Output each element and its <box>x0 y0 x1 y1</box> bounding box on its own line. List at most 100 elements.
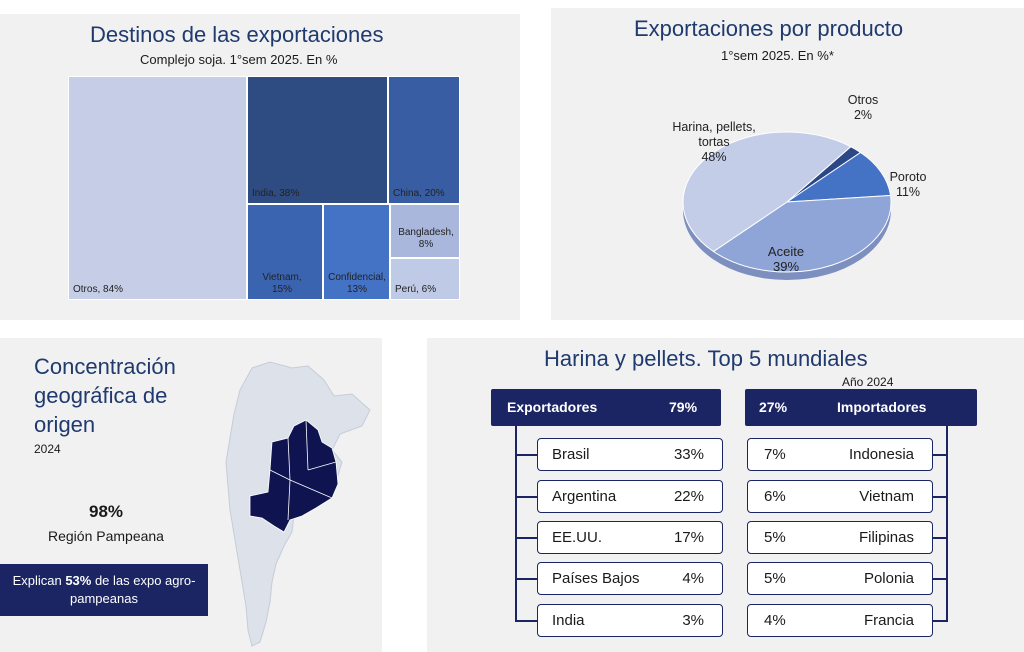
note-prefix: Explican <box>12 573 66 588</box>
pie-label-name: Aceite <box>767 244 805 259</box>
importers-connector <box>946 426 948 620</box>
importer-share: 4% <box>764 612 786 629</box>
exporter-share: 22% <box>673 488 704 505</box>
treemap-label: Bangladesh, 8% <box>398 227 454 250</box>
pie-label-value: 48% <box>661 150 767 165</box>
top5-title: Harina y pellets. Top 5 mundiales <box>544 346 868 371</box>
importer-country: Francia <box>863 612 914 629</box>
pie-title: Exportaciones por producto <box>634 16 904 41</box>
pie-label-name: Poroto <box>889 170 927 184</box>
importer-country: Polonia <box>863 570 914 587</box>
exporter-country: EE.UU. <box>552 529 603 546</box>
pie-value: 2% <box>853 108 873 122</box>
treemap-cell-china: China, 20% <box>388 76 460 204</box>
map-panel: Concentración geográfica de origen 2024 … <box>0 338 382 652</box>
pie-chart <box>682 131 892 280</box>
pie-label-value: 2% <box>833 108 893 123</box>
treemap-cell-otros: Otros, 84% <box>68 76 247 300</box>
pie-slice-poroto <box>785 151 892 203</box>
map-title: Concentración geográfica de origen <box>34 354 176 437</box>
pie-slice-aceite <box>712 194 892 273</box>
pie-label-poroto: Poroto 11% <box>873 170 943 200</box>
treemap-cell-peru: Perú, 6% <box>390 258 460 300</box>
treemap-title: Destinos de las exportaciones <box>90 22 384 47</box>
exporter-branch <box>515 578 537 580</box>
importer-row: 5% Filipinas <box>747 521 933 554</box>
pie-subtitle: 1°sem 2025. En %* <box>721 48 834 63</box>
map-year: 2024 <box>34 442 61 456</box>
top5-panel: Harina y pellets. Top 5 mundiales Año 20… <box>427 338 1024 652</box>
importer-share: 7% <box>764 446 786 463</box>
top5-year: Año 2024 <box>842 375 894 389</box>
pie-label-aceite: Aceite 39% <box>756 244 816 274</box>
treemap-label: China, 20% <box>393 188 445 199</box>
exporter-country: Países Bajos <box>552 570 640 587</box>
treemap-label: Otros, 84% <box>73 284 124 295</box>
importers-total: 27% <box>759 399 788 415</box>
treemap-label: Confidencial, 13% <box>328 272 386 295</box>
treemap-cell-vietnam: Vietnam, 15% <box>247 204 323 300</box>
importer-row: 7% Indonesia <box>747 438 933 471</box>
importer-branch <box>932 496 948 498</box>
exporters-connector <box>515 426 517 620</box>
exporter-branch <box>515 454 537 456</box>
importer-branch <box>932 578 948 580</box>
exporter-row: Países Bajos 4% <box>537 562 723 595</box>
exporters-header: Exportadores 79% <box>491 389 721 426</box>
treemap-cell-bangladesh: Bangladesh, 8% <box>390 204 460 258</box>
exporter-branch <box>515 537 537 539</box>
importer-share: 5% <box>764 529 786 546</box>
treemap-label: Vietnam, 15% <box>262 272 302 295</box>
pie-label-name: Harina, pellets, tortas <box>672 120 756 149</box>
note-bold: 53% <box>65 573 92 588</box>
pie-label-otros: Otros 2% <box>833 93 893 123</box>
exporter-country: Argentina <box>552 488 617 505</box>
importer-country: Indonesia <box>848 446 914 463</box>
exporter-share: 17% <box>673 529 704 546</box>
pie-slice-harina <box>682 131 852 253</box>
importer-branch <box>932 454 948 456</box>
importers-header: 27% Importadores <box>745 389 977 426</box>
treemap-subtitle: Complejo soja. 1°sem 2025. En % <box>140 52 338 67</box>
exporter-branch <box>515 496 537 498</box>
importer-branch <box>932 537 948 539</box>
exporter-row: Argentina 22% <box>537 480 723 513</box>
importer-row: 6% Vietnam <box>747 480 933 513</box>
pampeana-region <box>249 419 339 533</box>
pie-value: 39% <box>772 259 800 274</box>
exporter-branch <box>515 620 537 622</box>
province-borders <box>269 419 337 521</box>
importer-country: Vietnam <box>859 488 914 505</box>
treemap-label: India, 38% <box>252 188 300 199</box>
importer-share: 6% <box>764 488 786 505</box>
exporter-share: 3% <box>682 612 704 629</box>
treemap-cell-india: India, 38% <box>247 76 388 204</box>
importer-country: Filipinas <box>858 529 914 546</box>
exporters-label: Exportadores <box>507 399 598 415</box>
pie-panel: Exportaciones por producto 1°sem 2025. E… <box>551 8 1024 320</box>
exporters-total: 79% <box>669 399 698 415</box>
exporter-row: Brasil 33% <box>537 438 723 471</box>
treemap-cell-confidencial: Confidencial, 13% <box>323 204 390 300</box>
map-note: Explican 53% de las expo agro-pampeanas <box>0 564 208 616</box>
importer-share: 5% <box>764 570 786 587</box>
importer-row: 4% Francia <box>747 604 933 637</box>
pie-label-value: 11% <box>873 185 943 200</box>
pie-label-value: 39% <box>756 259 816 274</box>
pie-value: 48% <box>701 150 727 164</box>
importer-row: 5% Polonia <box>747 562 933 595</box>
treemap-panel: Destinos de las exportaciones Complejo s… <box>0 14 520 320</box>
region-share: 98% <box>88 502 124 521</box>
treemap-label: Perú, 6% <box>395 284 437 295</box>
exporter-row: EE.UU. 17% <box>537 521 723 554</box>
pie-value: 11% <box>895 185 921 199</box>
argentina-map <box>225 361 371 647</box>
exporter-country: India <box>552 612 585 629</box>
exporter-share: 33% <box>673 446 704 463</box>
region-name: Región Pampeana <box>48 528 164 544</box>
note-suffix: de las expo agro-pampeanas <box>70 573 196 606</box>
importer-branch <box>932 620 948 622</box>
importers-label: Importadores <box>837 399 927 415</box>
pie-label-harina: Harina, pellets, tortas 48% <box>661 120 767 165</box>
exporter-share: 4% <box>682 570 704 587</box>
